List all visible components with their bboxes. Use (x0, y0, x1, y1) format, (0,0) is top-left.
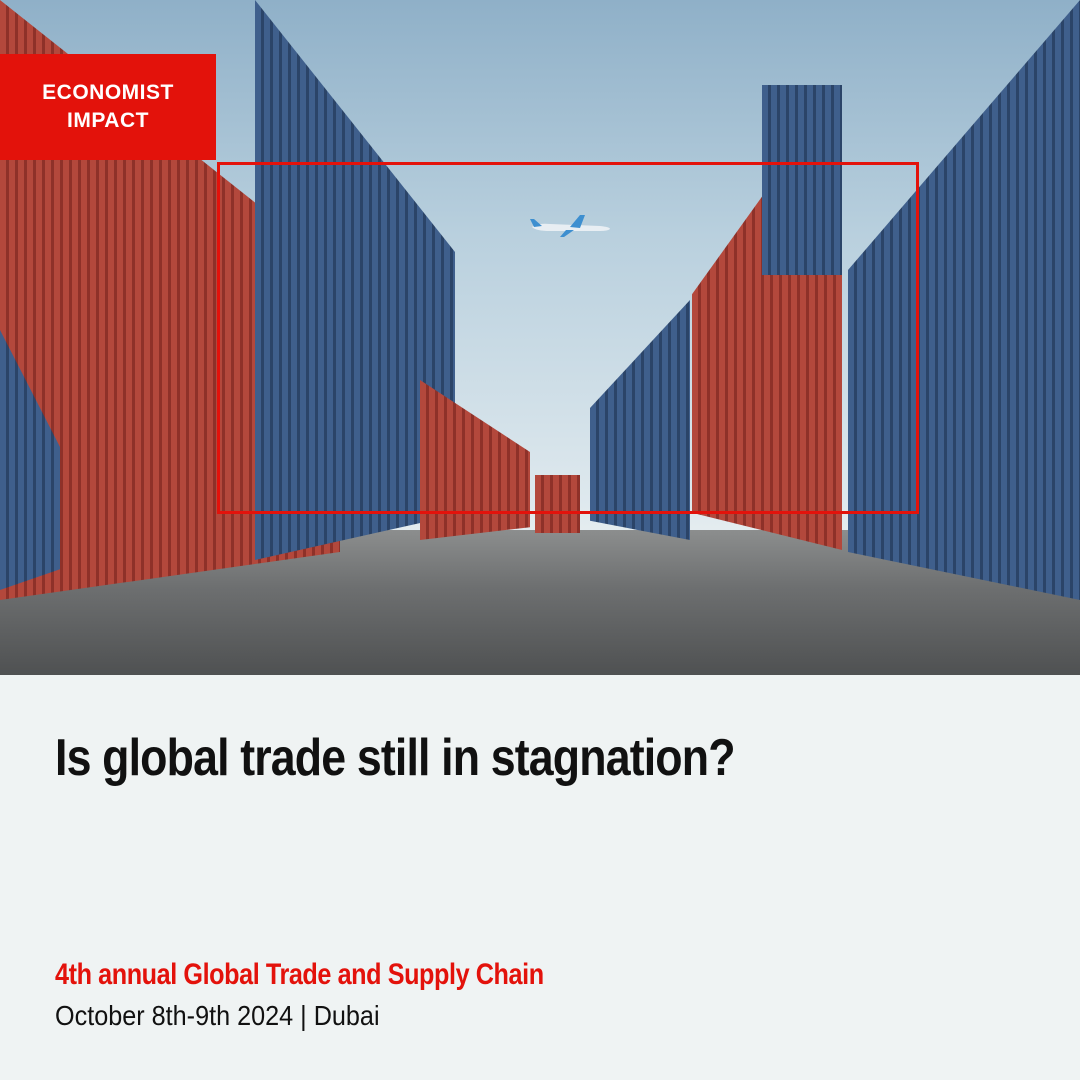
airplane-icon (530, 215, 610, 237)
logo-line-2: IMPACT (67, 109, 149, 132)
headline: Is global trade still in stagnation? (55, 729, 736, 787)
event-name: 4th annual Global Trade and Supply Chain (55, 958, 544, 991)
hero-photo (0, 0, 1080, 675)
economist-impact-logo: ECONOMIST IMPACT (0, 54, 216, 160)
container-stack-center (535, 475, 580, 533)
logo-line-1: ECONOMIST (42, 81, 174, 104)
container-stack-right-blue-top (762, 85, 842, 275)
event-date-location: October 8th-9th 2024 | Dubai (55, 1000, 380, 1031)
red-frame-overlay (217, 162, 919, 514)
